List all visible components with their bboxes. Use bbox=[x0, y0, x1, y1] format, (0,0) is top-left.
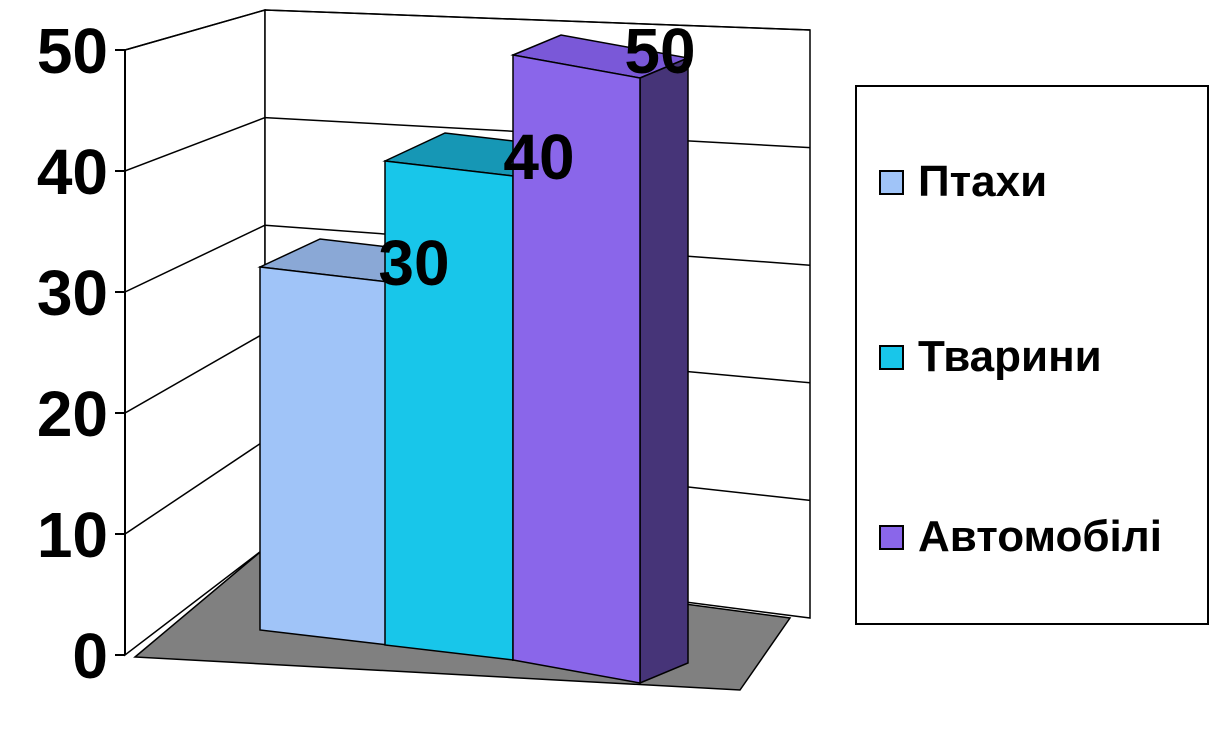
legend-item-ptakhy: Птахи bbox=[879, 157, 1047, 207]
legend-label-tvaryny: Тварини bbox=[918, 332, 1102, 381]
gridline-side bbox=[124, 9, 266, 51]
y-tick-label: 10 bbox=[37, 499, 108, 571]
bar-3 bbox=[512, 54, 641, 684]
legend-label-ptakhy: Птахи bbox=[918, 157, 1048, 206]
data-labels: 30 40 50 bbox=[378, 15, 695, 299]
y-axis: 0 10 20 30 40 50 bbox=[37, 15, 126, 692]
data-label-3: 50 bbox=[624, 15, 695, 87]
data-label-1: 30 bbox=[378, 227, 449, 299]
bar-side-3 bbox=[639, 56, 689, 685]
y-tick-label: 50 bbox=[37, 15, 108, 87]
legend-item-tvaryny: Тварини bbox=[879, 332, 1102, 382]
legend-swatch-tvaryny bbox=[879, 344, 904, 370]
legend-swatch-ptakhy bbox=[879, 169, 904, 195]
legend-item-avtomobili: Автомобілі bbox=[879, 512, 1162, 562]
gridline-side bbox=[124, 116, 266, 172]
y-tick-label: 20 bbox=[37, 378, 108, 450]
bar-1 bbox=[259, 266, 389, 646]
chart-plot: 0 10 20 30 40 50 30 40 50 bbox=[37, 9, 811, 692]
gridline-side bbox=[124, 332, 266, 414]
y-tick-label: 30 bbox=[37, 257, 108, 329]
side-wall bbox=[124, 9, 266, 657]
data-label-2: 40 bbox=[503, 121, 574, 193]
gridline-side bbox=[124, 224, 266, 293]
legend-swatch-avtomobili bbox=[879, 524, 904, 550]
legend: Птахи Тварини Автомобілі bbox=[855, 85, 1209, 625]
bar-group bbox=[257, 34, 691, 685]
gridline-side bbox=[124, 439, 266, 535]
y-tick-label: 40 bbox=[37, 136, 108, 208]
legend-label-avtomobili: Автомобілі bbox=[918, 512, 1162, 561]
gridline-back bbox=[264, 9, 811, 31]
y-tick-label: 0 bbox=[72, 620, 108, 692]
